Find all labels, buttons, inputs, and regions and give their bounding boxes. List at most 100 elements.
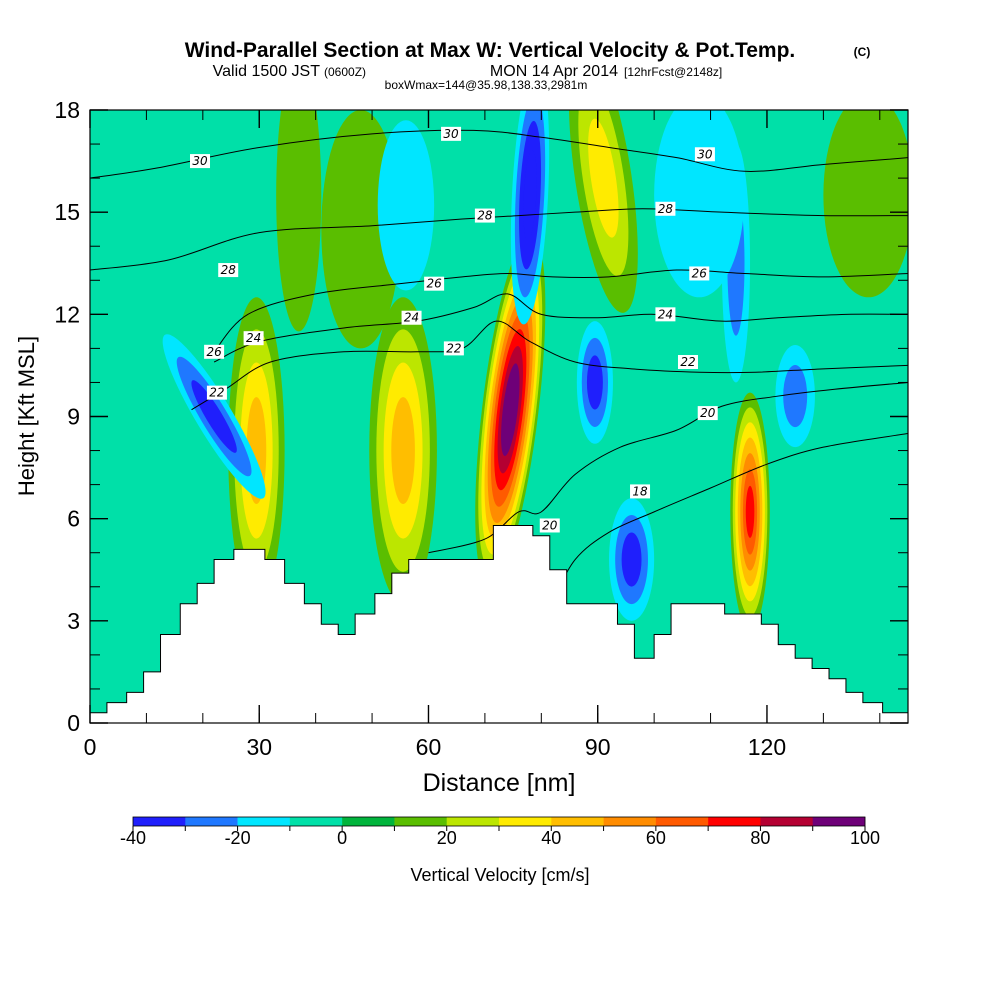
contour-label-text: 22: [446, 341, 461, 355]
y-axis-label: Height [Kft MSL]: [14, 336, 39, 496]
x-tick-label: 60: [416, 734, 442, 760]
potential-temperature-contours: [90, 129, 908, 601]
colorbar-segment: [237, 817, 291, 826]
contour-label-text: 24: [246, 331, 261, 345]
contour-label: 24: [655, 307, 676, 322]
colorbar-segment: [185, 817, 238, 826]
w-contour--10: [377, 120, 435, 291]
colorbar-tick-label: 60: [646, 828, 666, 848]
colorbar-segment: [603, 817, 657, 826]
colorbar-tick-label: -20: [225, 828, 251, 848]
theta-contour-20: [428, 381, 908, 554]
w-core-6: [276, 110, 322, 332]
w-contour-10: [276, 110, 322, 332]
colorbar-tick-label: 40: [541, 828, 561, 848]
contour-label: 18: [630, 484, 651, 499]
contour-label-text: 20: [700, 406, 716, 420]
w-contour--30: [621, 532, 642, 587]
x-tick-label: 30: [246, 734, 272, 760]
contour-label: 20: [697, 406, 718, 421]
w-core-15: [377, 120, 435, 291]
contour-label-text: 30: [697, 147, 713, 161]
copyright-mark: (C): [854, 45, 871, 59]
vertical-velocity-field: [162, 110, 908, 632]
w-contour--30: [191, 380, 237, 453]
terrain: [90, 524, 908, 723]
w-core-14: [654, 110, 745, 298]
theta-contour-22: [191, 320, 908, 411]
valid-date: MON 14 Apr 2014: [490, 63, 618, 80]
chart-title: Wind-Parallel Section at Max W: Vertical…: [185, 39, 796, 62]
contour-label: 24: [401, 310, 422, 325]
y-tick-label: 18: [54, 97, 80, 123]
y-tick-label: 0: [67, 710, 80, 736]
colorbar-segment: [760, 817, 814, 826]
y-tick-label: 12: [54, 301, 80, 327]
contour-label-text: 24: [658, 307, 673, 321]
colorbar-tick-label: -40: [120, 828, 146, 848]
theta-contour-24: [213, 293, 908, 363]
contour-label: 28: [655, 201, 676, 216]
plot-area: 30 30 30 28 28 28 26 26 26 24 24 24 22 22 22 20 20 18: [90, 110, 908, 723]
contour-label: 24: [243, 331, 264, 346]
forecast-info: [12hrFcst@2148z]: [624, 65, 722, 79]
colorbar: -40 -20 0 20 40 60 80 100: [120, 816, 880, 848]
contour-label-text: 28: [477, 209, 493, 223]
y-axis: 0 3 6 9 12 15 18: [54, 97, 908, 736]
w-core-3: [730, 392, 770, 632]
contour-label: 22: [206, 385, 227, 400]
colorbar-tick-label: 20: [437, 828, 457, 848]
x-tick-label: 0: [84, 734, 97, 760]
contour-label-text: 28: [221, 263, 237, 277]
contour-label: 26: [689, 266, 710, 281]
x-axis: 0 30 60 90 120: [84, 110, 881, 760]
contour-label: 28: [218, 263, 239, 278]
contour-labels: 30 30 30 28 28 28 26 26 26 24 24 24 22 22 22 20 20 18: [190, 127, 718, 533]
theta-contour-28: [90, 208, 908, 271]
theta-contour-30: [90, 129, 908, 179]
w-contour-40: [391, 397, 415, 505]
w-contour--30: [586, 355, 603, 410]
colorbar-segment: [289, 817, 343, 826]
contour-label-text: 28: [658, 202, 674, 216]
contour-label: 26: [204, 344, 225, 359]
colorbar-segment: [394, 817, 448, 826]
w-core-11: [609, 498, 655, 621]
y-tick-label: 6: [67, 506, 80, 532]
y-tick-label: 9: [67, 404, 80, 430]
w-core-4: [568, 110, 638, 313]
valid-zulu: (0600Z): [324, 65, 366, 79]
w-core-2: [475, 233, 546, 586]
x-axis-label: Distance [nm]: [423, 769, 576, 797]
contour-label-text: 22: [209, 386, 224, 400]
colorbar-tick-label: 80: [750, 828, 770, 848]
valid-prefix: Valid 1500 JST: [213, 63, 321, 80]
w-contour-70: [745, 485, 755, 538]
colorbar-tick-label: 0: [337, 828, 347, 848]
contour-label: 22: [677, 355, 698, 370]
w-contour--20: [783, 365, 808, 428]
colorbar-segment: [342, 817, 395, 826]
w-contour--40: [523, 150, 537, 241]
valid-line: Valid 1500 JST (0600Z) MON 14 Apr 2014 […: [213, 63, 723, 80]
w-contour-10: [823, 110, 908, 298]
colorbar-segment: [812, 817, 866, 826]
contour-label-text: 26: [692, 266, 708, 280]
contour-label-text: 30: [443, 127, 459, 141]
contour-label: 28: [474, 208, 495, 223]
w-core-1: [369, 297, 437, 604]
w-core-8: [510, 110, 550, 325]
colorbar-segment: [708, 817, 761, 826]
contour-label: 30: [694, 147, 715, 162]
y-tick-label: 15: [54, 199, 80, 225]
x-tick-label: 90: [585, 734, 611, 760]
contour-label: 20: [539, 518, 560, 533]
contour-label: 30: [441, 127, 462, 141]
w-core-10: [576, 321, 613, 444]
contour-label: 26: [424, 276, 445, 291]
w-contour-100: [504, 381, 516, 438]
theta-contour-26: [213, 269, 908, 353]
colorbar-segment: [551, 817, 604, 826]
contour-label: 22: [443, 341, 464, 356]
